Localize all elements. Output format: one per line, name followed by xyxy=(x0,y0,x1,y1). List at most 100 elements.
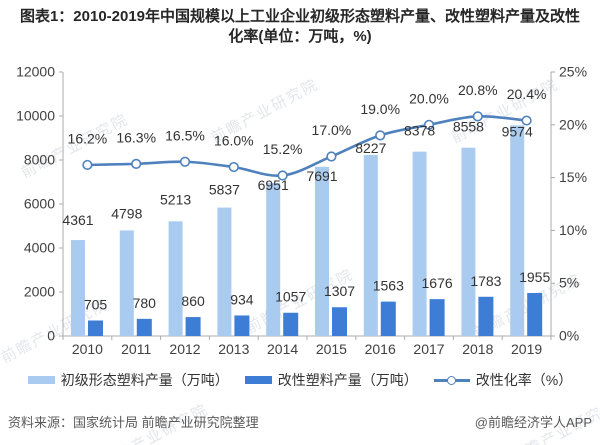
left-axis-tick-label: 0 xyxy=(47,328,55,344)
primary-bar-value-label: 8558 xyxy=(453,119,484,135)
modified-bar-value-label: 1783 xyxy=(470,273,501,289)
primary-plastic-bar xyxy=(363,155,378,336)
modified-bar-value-label: 1563 xyxy=(373,278,404,294)
rate-value-label: 16.5% xyxy=(165,127,205,143)
modified-plastic-bar xyxy=(380,301,396,336)
legend-label: 初级形态塑料产量（万吨） xyxy=(60,372,229,388)
rate-value-label: 16.3% xyxy=(116,129,156,145)
modification-rate-line xyxy=(87,115,527,178)
rate-marker-icon xyxy=(82,159,93,171)
x-axis-category-label: 2014 xyxy=(267,341,298,357)
primary-plastic-bar xyxy=(217,207,232,336)
primary-bar-value-label: 5837 xyxy=(209,182,240,198)
right-axis-tick-label: 20% xyxy=(559,116,587,132)
credit-note: @前瞻经济学人APP xyxy=(474,415,592,430)
modified-bar-value-label: 780 xyxy=(133,295,157,311)
right-axis-tick-label: 25% xyxy=(559,64,587,80)
primary-plastic-bar xyxy=(168,221,183,336)
page-title-line2: 化率(单位：万吨，%) xyxy=(228,28,372,46)
modified-plastic-bar xyxy=(234,315,250,336)
primary-bar-value-label: 4361 xyxy=(62,212,93,228)
rate-marker-icon xyxy=(423,119,435,130)
modified-bar-value-label: 934 xyxy=(230,291,254,307)
rate-value-label: 20.0% xyxy=(409,90,449,106)
primary-bar-value-label: 7691 xyxy=(306,168,337,184)
legend-item-primary-plastic: 初级形态塑料产量（万吨） xyxy=(27,370,229,390)
rate-value-label: 20.4% xyxy=(507,86,547,102)
page-title: 图表1：2010-2019年中国规模以上工业企业初级形态塑料产量、改性塑料产量及… xyxy=(0,7,600,48)
chart-legend: 初级形态塑料产量（万吨） 改性塑料产量（万吨） 改性化率（%） xyxy=(0,370,600,390)
legend-item-modified-plastic: 改性塑料产量（万吨） xyxy=(244,370,418,390)
right-axis-tick-label: 15% xyxy=(559,169,587,185)
modification-rate-line-swatch-icon xyxy=(433,375,470,385)
primary-plastic-bar xyxy=(412,151,427,336)
rate-value-label: 16.2% xyxy=(68,130,108,146)
rate-value-label: 19.0% xyxy=(360,101,400,117)
modified-bar-value-label: 1307 xyxy=(324,283,355,299)
modified-bar-value-label: 860 xyxy=(181,293,205,309)
modified-plastic-swatch-icon xyxy=(244,376,272,384)
rate-value-label: 17.0% xyxy=(312,122,352,138)
primary-plastic-bar xyxy=(266,183,281,336)
page-title-line1: 图表1：2010-2019年中国规模以上工业企业初级形态塑料产量、改性塑料产量及… xyxy=(19,8,581,25)
primary-plastic-bar xyxy=(510,125,525,336)
modified-bar-value-label: 1676 xyxy=(422,275,453,291)
rate-marker-icon xyxy=(375,130,386,141)
left-axis-tick-label: 6000 xyxy=(24,196,55,212)
left-axis-tick-label: 8000 xyxy=(24,152,55,168)
primary-bar-value-label: 8378 xyxy=(404,123,435,139)
rate-value-label: 20.8% xyxy=(458,82,498,98)
modified-plastic-bar xyxy=(185,317,201,336)
primary-bar-value-label: 8227 xyxy=(355,140,386,156)
right-axis-tick-label: 10% xyxy=(559,222,587,238)
rate-value-label: 15.2% xyxy=(263,141,303,157)
modified-plastic-bar xyxy=(429,299,445,336)
x-axis-category-label: 2015 xyxy=(316,341,347,357)
legend-label: 改性化率（%） xyxy=(475,372,573,388)
modified-plastic-bar xyxy=(527,292,543,336)
primary-bar-value-label: 4798 xyxy=(111,205,142,221)
modified-plastic-bar xyxy=(478,296,494,336)
modified-bar-value-label: 705 xyxy=(84,296,108,312)
x-axis-category-label: 2019 xyxy=(511,341,542,357)
primary-bar-value-label: 5213 xyxy=(160,191,191,207)
right-axis-tick-label: 5% xyxy=(559,275,579,291)
rate-marker-icon xyxy=(228,161,239,173)
rate-marker-icon xyxy=(277,170,288,181)
left-axis-tick-label: 4000 xyxy=(24,240,55,256)
primary-bar-value-label: 9574 xyxy=(502,123,533,139)
x-axis-category-label: 2017 xyxy=(413,341,444,357)
x-axis-category-label: 2013 xyxy=(218,341,249,357)
rate-marker-icon xyxy=(179,156,191,167)
primary-plastic-bar xyxy=(71,240,85,336)
primary-plastic-bar xyxy=(315,166,329,336)
primary-bar-value-label: 6951 xyxy=(258,177,289,193)
left-axis-tick-label: 12000 xyxy=(16,64,55,80)
legend-label: 改性塑料产量（万吨） xyxy=(277,372,418,388)
modified-bar-value-label: 1057 xyxy=(275,289,306,305)
modified-plastic-bar xyxy=(136,318,152,336)
modified-plastic-bar xyxy=(332,307,347,336)
modified-plastic-bar xyxy=(283,312,299,336)
left-axis-tick-label: 2000 xyxy=(24,284,55,300)
rate-marker-icon xyxy=(472,111,483,122)
x-axis-category-label: 2018 xyxy=(462,341,493,357)
modified-bar-value-label: 1955 xyxy=(519,269,550,285)
primary-plastic-bar xyxy=(461,147,476,336)
rate-marker-icon xyxy=(521,115,532,126)
right-axis-tick-label: 0% xyxy=(559,328,579,344)
modified-plastic-bar xyxy=(88,320,103,336)
x-axis-category-label: 2011 xyxy=(121,341,151,357)
x-axis-category-label: 2016 xyxy=(365,341,396,357)
data-source-note: 资料来源：国家统计局 前瞻产业研究院整理 xyxy=(8,415,259,430)
primary-plastic-swatch-icon xyxy=(27,376,55,384)
primary-plastic-bar xyxy=(119,230,134,336)
legend-item-modification-rate: 改性化率（%） xyxy=(433,370,573,390)
rate-marker-icon xyxy=(326,151,337,162)
x-axis-category-label: 2010 xyxy=(72,341,103,357)
rate-value-label: 16.0% xyxy=(214,133,254,149)
left-axis-tick-label: 10000 xyxy=(16,108,55,124)
rate-marker-icon xyxy=(131,158,142,169)
